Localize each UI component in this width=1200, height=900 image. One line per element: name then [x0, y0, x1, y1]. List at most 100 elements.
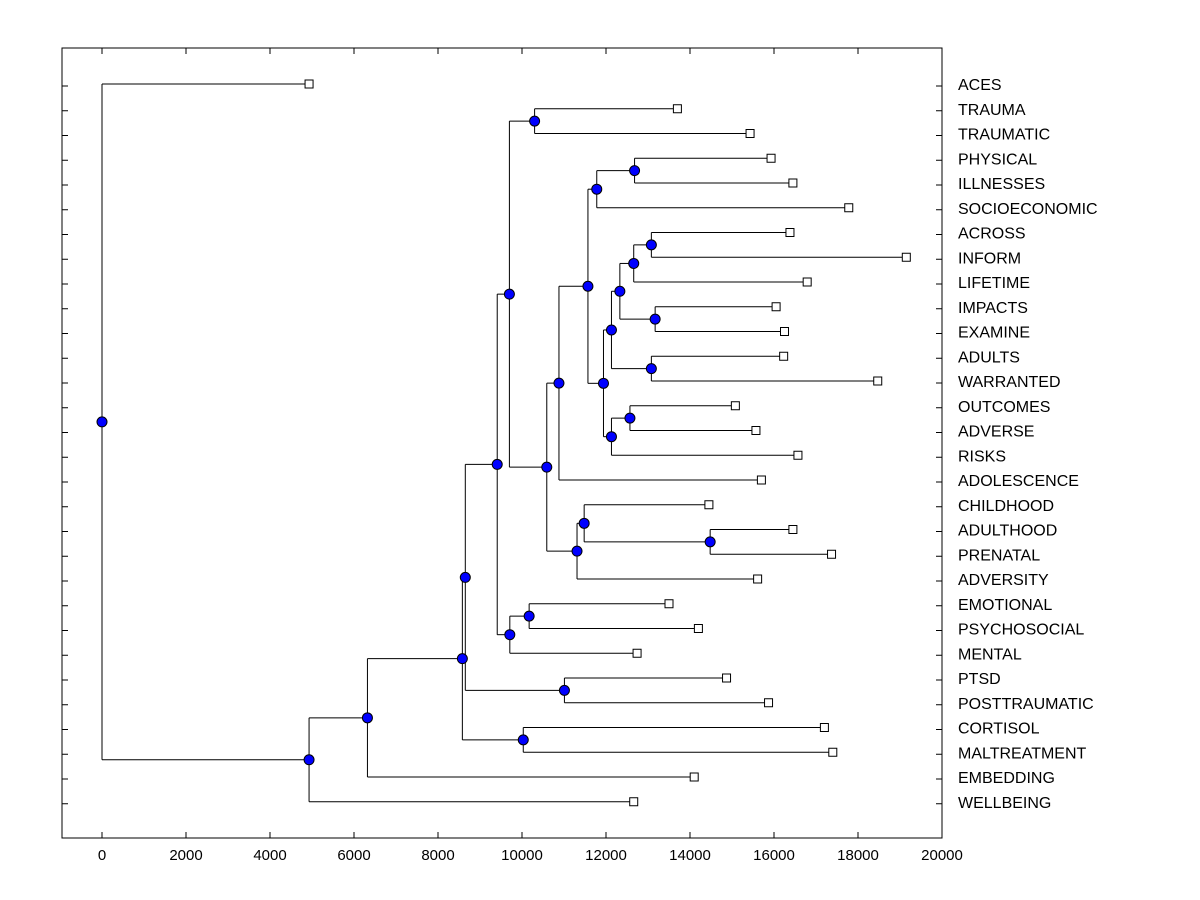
- leaf-label: SOCIOECONOMIC: [958, 201, 1098, 218]
- merge-node-n1: [529, 115, 541, 127]
- leaf-marker-childhood: [704, 500, 714, 510]
- leaf-label: PTSD: [958, 671, 1001, 688]
- merge-node-n20: [523, 610, 535, 622]
- leaf-label: PHYSICAL: [958, 151, 1037, 168]
- merge-node-n14: [553, 377, 565, 389]
- leaf-marker-psychosocial: [693, 624, 703, 633]
- leaf-label: WARRANTED: [958, 374, 1061, 391]
- x-tick-label: 20000: [921, 847, 963, 864]
- x-tick-label: 8000: [421, 847, 454, 864]
- leaf-marker-physical: [766, 153, 776, 163]
- merge-node-n7: [614, 285, 626, 297]
- leaf-marker-embedding: [689, 772, 699, 782]
- leaf-label: WELLBEING: [958, 795, 1051, 812]
- leaf-label: MENTAL: [958, 646, 1022, 663]
- merge-node-n24: [459, 571, 471, 583]
- leaf-label: PSYCHOSOCIAL: [958, 622, 1084, 639]
- leaf-marker-illnesses: [788, 178, 798, 188]
- plot-frame: [61, 47, 943, 839]
- leaf-label: ADVERSITY: [958, 572, 1049, 589]
- leaf-label: TRAUMATIC: [958, 127, 1050, 144]
- leaf-marker-across: [785, 228, 795, 237]
- x-tick-label: 0: [98, 847, 106, 864]
- merge-node-n18: [541, 461, 553, 473]
- leaf-label: ILLNESSES: [958, 176, 1045, 193]
- x-tick-label: 18000: [837, 847, 879, 864]
- merge-node-n23: [558, 684, 570, 696]
- merge-node-n29: [96, 416, 108, 428]
- merge-node-n5: [628, 257, 640, 269]
- leaf-label: ADULTS: [958, 349, 1020, 366]
- merge-node-n27: [361, 712, 373, 724]
- leaf-label: ACES: [958, 77, 1002, 94]
- leaf-marker-trauma: [672, 104, 682, 114]
- leaf-label: CHILDHOOD: [958, 498, 1054, 515]
- leaf-label: ACROSS: [958, 226, 1026, 243]
- leaf-markers: [304, 79, 911, 807]
- leaf-label: EXAMINE: [958, 325, 1030, 342]
- x-tick-label: 2000: [169, 847, 202, 864]
- x-tick-label: 14000: [669, 847, 711, 864]
- x-axis-ticks: 0 2000 4000 6000 8000 10000 12000 14000 16000 180…: [98, 48, 963, 864]
- leaf-marker-impacts: [771, 302, 781, 312]
- leaf-marker-mental: [632, 648, 642, 658]
- x-tick-label: 6000: [337, 847, 370, 864]
- x-tick-label: 10000: [501, 847, 543, 864]
- leaf-labels: ACES TRAUMA TRAUMATIC PHYSICAL ILLNESSES SOCI…: [958, 77, 1098, 812]
- merge-node-n13: [582, 280, 594, 292]
- x-tick-label: 4000: [253, 847, 286, 864]
- leaf-marker-adversity: [753, 574, 763, 584]
- leaf-marker-examine: [780, 327, 789, 336]
- leaf-marker-warranted: [873, 376, 883, 386]
- leaf-marker-cortisol: [819, 723, 829, 732]
- leaf-label: POSTTRAUMATIC: [958, 696, 1094, 713]
- merge-node-n6: [649, 313, 661, 325]
- merge-node-n28: [303, 754, 315, 766]
- leaf-label: PRENATAL: [958, 547, 1040, 564]
- merge-node-n19: [503, 288, 515, 300]
- leaf-label: CORTISOL: [958, 721, 1040, 738]
- leaf-label: MALTREATMENT: [958, 745, 1087, 762]
- y-tick-marks: [62, 85, 942, 805]
- leaf-label: ADOLESCENCE: [958, 473, 1079, 490]
- leaf-marker-wellbeing: [629, 797, 639, 807]
- leaf-marker-maltreatment: [828, 747, 838, 757]
- leaf-marker-traumatic: [745, 129, 755, 138]
- leaf-label: IMPACTS: [958, 300, 1028, 317]
- x-tick-label: 16000: [753, 847, 795, 864]
- merge-node-markers: [96, 115, 716, 766]
- merge-node-n3: [591, 183, 603, 195]
- merge-node-n4: [645, 239, 657, 251]
- merge-node-n8: [645, 363, 657, 375]
- merge-node-n15: [704, 536, 716, 548]
- leaf-marker-emotional: [664, 599, 674, 609]
- merge-node-n11: [605, 431, 617, 443]
- leaf-label: RISKS: [958, 448, 1006, 465]
- leaf-marker-aces: [304, 79, 314, 89]
- leaf-label: EMBEDDING: [958, 770, 1055, 787]
- leaf-marker-socioeconomic: [844, 203, 854, 213]
- merge-node-n9: [605, 324, 617, 336]
- merge-node-n21: [504, 629, 516, 641]
- leaf-marker-lifetime: [802, 277, 812, 287]
- leaf-marker-outcomes: [730, 401, 740, 411]
- leaf-label: ADVERSE: [958, 424, 1034, 441]
- leaf-label: OUTCOMES: [958, 399, 1050, 416]
- merge-node-n12: [597, 377, 609, 389]
- merge-node-n16: [578, 517, 590, 529]
- leaf-label: EMOTIONAL: [958, 597, 1052, 614]
- merge-node-n2: [629, 165, 641, 177]
- leaf-marker-prenatal: [827, 549, 837, 559]
- leaf-marker-inform: [901, 252, 911, 262]
- leaf-label: ADULTHOOD: [958, 523, 1057, 540]
- leaf-marker-posttraumatic: [764, 698, 774, 708]
- x-tick-label: 12000: [585, 847, 627, 864]
- merge-node-n22: [491, 458, 503, 470]
- merge-node-n26: [456, 653, 468, 665]
- merge-node-n10: [624, 412, 636, 424]
- merge-node-n25: [517, 734, 529, 746]
- leaf-label: INFORM: [958, 250, 1021, 267]
- leaf-marker-adulthood: [788, 525, 798, 534]
- branch-lines: [101, 83, 907, 803]
